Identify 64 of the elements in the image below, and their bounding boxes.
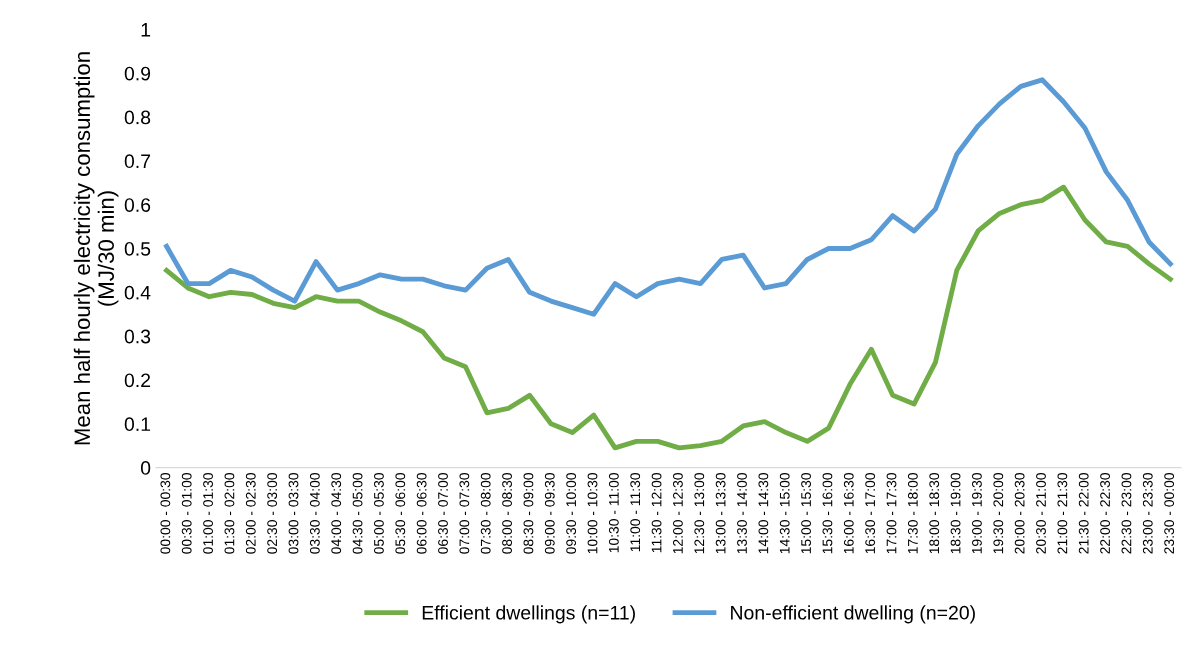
y-tick-label: 0.6 <box>124 198 151 212</box>
x-tick-label: 05:00 - 05:30 <box>374 473 384 554</box>
x-tick-label: 05:30 - 06:00 <box>395 473 406 554</box>
x-tick-label: 18:30 - 19:00 <box>950 473 961 554</box>
x-tick-label: 04:00 - 04:30 <box>331 473 342 554</box>
legend-label: Non-efficient dwelling (n=20) <box>731 605 975 624</box>
x-tick-label: 09:30 - 10:00 <box>566 473 577 554</box>
x-tick-label: 19:00 - 19:30 <box>972 473 982 554</box>
x-tick-label: 19:30 - 20:00 <box>993 473 1004 554</box>
x-tick-label: 04:30 - 05:00 <box>352 473 363 554</box>
y-tick-label: 0.8 <box>124 110 151 125</box>
x-tick-label: 14:30 - 15:00 <box>779 473 790 554</box>
x-tick-label: 23:30 - 00:00 <box>1164 473 1175 554</box>
x-tick-label: 20:00 - 20:30 <box>1014 473 1025 554</box>
x-tick-label: 03:30 - 04:00 <box>309 473 320 554</box>
x-tick-label: 15:00 - 15:30 <box>801 473 811 554</box>
x-tick-label: 01:00 - 01:30 <box>203 473 213 554</box>
x-tick-label: 21:00 - 21:30 <box>1057 473 1068 554</box>
x-tick-label: 17:30 - 18:00 <box>907 473 918 554</box>
x-tick-label: 10:30 - 11:00 <box>608 473 619 553</box>
y-tick-label: 0.9 <box>124 66 151 81</box>
line-series <box>164 184 1173 451</box>
x-tick-label: 23:00 - 23:30 <box>1142 473 1153 554</box>
y-tick-label: 1 <box>141 23 151 37</box>
x-tick-label: 16:00 - 16:30 <box>843 473 854 554</box>
x-tick-label: 07:00 - 07:30 <box>459 473 470 554</box>
x-tick-label: 00:30 - 01:00 <box>181 473 192 554</box>
x-tick-label: 12:00 - 12:30 <box>673 473 683 554</box>
x-tick-label: 18:00 - 18:30 <box>929 473 940 554</box>
x-tick-label: 15:30 - 16:00 <box>822 473 833 554</box>
x-tick-label: 12:30 - 13:00 <box>694 473 705 554</box>
line-series <box>164 77 1173 317</box>
x-tick-label: 08:30 - 09:00 <box>523 473 534 554</box>
x-tick-label: 11:30 - 12:00 <box>651 473 662 553</box>
y-tick-label: 0.5 <box>124 241 151 256</box>
y-tick-label: 0.7 <box>124 154 151 169</box>
x-tick-label: 16:30 - 17:00 <box>865 473 876 554</box>
x-tick-label: 02:00 - 02:30 <box>245 473 256 554</box>
y-tick-label: 0.1 <box>124 417 151 432</box>
x-tick-label: 21:30 - 22:00 <box>1078 473 1089 554</box>
x-tick-label: 01:30 - 02:00 <box>224 473 235 554</box>
x-tick-label: 22:00 - 22:30 <box>1100 473 1110 554</box>
y-tick-label: 0.3 <box>124 329 151 344</box>
y-axis-title: Mean half hourly electricity consumption (MJ/30 min) <box>73 52 119 445</box>
x-tick-label: 14:00 - 14:30 <box>758 473 769 554</box>
x-tick-label: 10:00 - 10:30 <box>587 473 598 554</box>
x-tick-label: 00:00 - 00:30 <box>160 473 171 554</box>
y-tick-label: 0 <box>140 461 151 475</box>
x-tick-label: 09:00 - 09:30 <box>544 473 555 554</box>
x-tick-label: 06:00 - 06:30 <box>416 473 427 554</box>
legend-label: Efficient dwellings (n=11) <box>422 605 635 624</box>
x-tick-label: 11:00 - 11:30 <box>630 473 641 552</box>
y-tick-label: 0.4 <box>124 285 151 300</box>
x-tick-label: 20:30 - 21:00 <box>1036 473 1046 554</box>
x-tick-label: 06:30 - 07:00 <box>438 473 448 554</box>
y-tick-label: 0.2 <box>124 373 151 388</box>
x-tick-label: 03:00 - 03:30 <box>288 473 299 554</box>
x-tick-label: 08:00 - 08:30 <box>502 473 512 554</box>
x-tick-label: 13:30 - 14:00 <box>737 473 747 554</box>
x-tick-label: 02:30 - 03:00 <box>267 473 278 554</box>
x-tick-label: 07:30 - 08:00 <box>480 473 491 554</box>
x-tick-label: 17:00 - 17:30 <box>886 473 897 554</box>
x-tick-label: 13:00 - 13:30 <box>715 473 726 554</box>
x-tick-label: 22:30 - 23:00 <box>1121 473 1132 554</box>
